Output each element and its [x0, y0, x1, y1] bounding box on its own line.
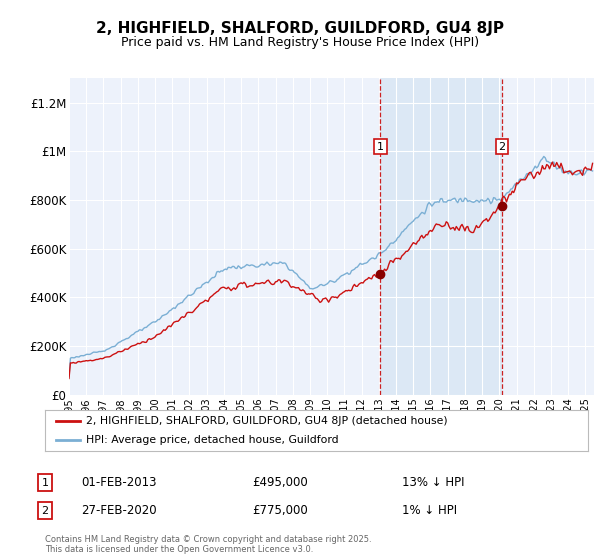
Text: 1% ↓ HPI: 1% ↓ HPI	[402, 504, 457, 517]
Text: 2, HIGHFIELD, SHALFORD, GUILDFORD, GU4 8JP: 2, HIGHFIELD, SHALFORD, GUILDFORD, GU4 8…	[96, 21, 504, 36]
Text: £495,000: £495,000	[252, 476, 308, 489]
Bar	[380, 78, 502, 395]
Text: 27-FEB-2020: 27-FEB-2020	[81, 504, 157, 517]
Text: 13% ↓ HPI: 13% ↓ HPI	[402, 476, 464, 489]
Text: Price paid vs. HM Land Registry's House Price Index (HPI): Price paid vs. HM Land Registry's House …	[121, 36, 479, 49]
Text: 1: 1	[41, 478, 49, 488]
Text: 01-FEB-2013: 01-FEB-2013	[81, 476, 157, 489]
Text: HPI: Average price, detached house, Guildford: HPI: Average price, detached house, Guil…	[86, 435, 338, 445]
Text: Contains HM Land Registry data © Crown copyright and database right 2025.
This d: Contains HM Land Registry data © Crown c…	[45, 535, 371, 554]
Text: 2, HIGHFIELD, SHALFORD, GUILDFORD, GU4 8JP (detached house): 2, HIGHFIELD, SHALFORD, GUILDFORD, GU4 8…	[86, 417, 448, 426]
Text: £775,000: £775,000	[252, 504, 308, 517]
Text: 2: 2	[499, 142, 506, 152]
Text: 2: 2	[41, 506, 49, 516]
Text: 1: 1	[377, 142, 384, 152]
